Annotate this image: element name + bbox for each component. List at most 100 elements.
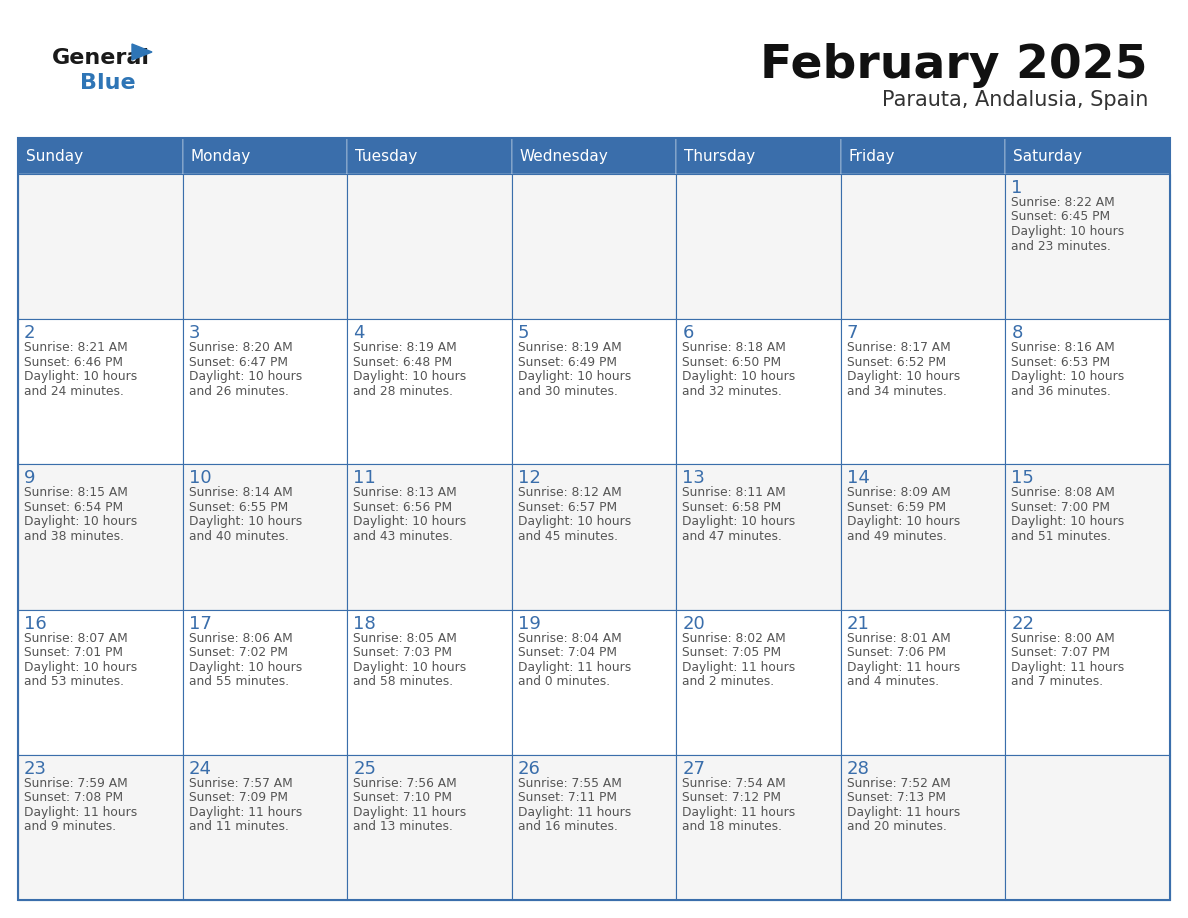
Text: Sunset: 6:47 PM: Sunset: 6:47 PM [189, 355, 287, 369]
Text: Sunrise: 8:19 AM: Sunrise: 8:19 AM [518, 341, 621, 354]
Text: Sunrise: 7:56 AM: Sunrise: 7:56 AM [353, 777, 457, 789]
Text: Sunrise: 8:08 AM: Sunrise: 8:08 AM [1011, 487, 1116, 499]
Text: and 36 minutes.: and 36 minutes. [1011, 385, 1111, 397]
Text: Sunrise: 8:07 AM: Sunrise: 8:07 AM [24, 632, 128, 644]
Text: and 28 minutes.: and 28 minutes. [353, 385, 453, 397]
Text: 8: 8 [1011, 324, 1023, 342]
Text: and 20 minutes.: and 20 minutes. [847, 821, 947, 834]
Text: Daylight: 10 hours: Daylight: 10 hours [189, 370, 302, 383]
Text: Daylight: 11 hours: Daylight: 11 hours [24, 806, 138, 819]
Bar [347, 174, 512, 319]
Bar [512, 174, 676, 319]
Bar [676, 610, 841, 755]
Text: Sunrise: 8:12 AM: Sunrise: 8:12 AM [518, 487, 621, 499]
Text: 13: 13 [682, 469, 706, 487]
Bar [18, 610, 183, 755]
Text: Sunrise: 8:04 AM: Sunrise: 8:04 AM [518, 632, 621, 644]
Polygon shape [132, 44, 152, 60]
Text: Daylight: 10 hours: Daylight: 10 hours [682, 515, 796, 529]
Text: 2: 2 [24, 324, 36, 342]
Text: and 51 minutes.: and 51 minutes. [1011, 530, 1112, 543]
Bar [512, 610, 676, 755]
Text: and 7 minutes.: and 7 minutes. [1011, 675, 1104, 688]
Text: Daylight: 10 hours: Daylight: 10 hours [1011, 225, 1125, 238]
Text: and 9 minutes.: and 9 minutes. [24, 821, 116, 834]
Bar [18, 138, 1170, 900]
Text: 7: 7 [847, 324, 859, 342]
Text: and 30 minutes.: and 30 minutes. [518, 385, 618, 397]
Text: Sunrise: 8:20 AM: Sunrise: 8:20 AM [189, 341, 292, 354]
Bar [18, 319, 183, 465]
Text: Sunset: 7:07 PM: Sunset: 7:07 PM [1011, 646, 1111, 659]
Text: Sunset: 6:54 PM: Sunset: 6:54 PM [24, 501, 124, 514]
Text: 27: 27 [682, 760, 706, 778]
Text: and 26 minutes.: and 26 minutes. [189, 385, 289, 397]
Text: 14: 14 [847, 469, 870, 487]
Text: Monday: Monday [190, 149, 251, 163]
Text: Sunrise: 8:16 AM: Sunrise: 8:16 AM [1011, 341, 1116, 354]
Text: Sunset: 6:55 PM: Sunset: 6:55 PM [189, 501, 287, 514]
Text: Wednesday: Wednesday [519, 149, 608, 163]
Bar [676, 138, 841, 174]
Text: and 43 minutes.: and 43 minutes. [353, 530, 453, 543]
Text: Sunrise: 8:09 AM: Sunrise: 8:09 AM [847, 487, 950, 499]
Text: 10: 10 [189, 469, 211, 487]
Text: Daylight: 11 hours: Daylight: 11 hours [518, 806, 631, 819]
Text: Sunset: 6:56 PM: Sunset: 6:56 PM [353, 501, 453, 514]
Text: Daylight: 10 hours: Daylight: 10 hours [1011, 515, 1125, 529]
Text: Tuesday: Tuesday [355, 149, 417, 163]
Bar [18, 138, 183, 174]
Text: Sunset: 7:11 PM: Sunset: 7:11 PM [518, 791, 617, 804]
Text: Sunrise: 8:15 AM: Sunrise: 8:15 AM [24, 487, 128, 499]
Text: and 24 minutes.: and 24 minutes. [24, 385, 124, 397]
Text: 19: 19 [518, 614, 541, 633]
Text: Daylight: 10 hours: Daylight: 10 hours [24, 370, 138, 383]
Text: Sunset: 6:50 PM: Sunset: 6:50 PM [682, 355, 782, 369]
Text: Daylight: 11 hours: Daylight: 11 hours [847, 661, 960, 674]
Bar [841, 174, 1005, 319]
Text: and 49 minutes.: and 49 minutes. [847, 530, 947, 543]
Text: and 58 minutes.: and 58 minutes. [353, 675, 454, 688]
Bar [512, 465, 676, 610]
Text: and 34 minutes.: and 34 minutes. [847, 385, 947, 397]
Text: and 11 minutes.: and 11 minutes. [189, 821, 289, 834]
Text: Sunset: 6:59 PM: Sunset: 6:59 PM [847, 501, 946, 514]
Bar [841, 319, 1005, 465]
Text: Sunrise: 8:19 AM: Sunrise: 8:19 AM [353, 341, 457, 354]
Bar [512, 755, 676, 900]
Bar [347, 319, 512, 465]
Text: Sunset: 7:09 PM: Sunset: 7:09 PM [189, 791, 287, 804]
Text: Sunset: 6:57 PM: Sunset: 6:57 PM [518, 501, 617, 514]
Text: 11: 11 [353, 469, 375, 487]
Text: Sunrise: 7:57 AM: Sunrise: 7:57 AM [189, 777, 292, 789]
Bar [841, 465, 1005, 610]
Bar [347, 138, 512, 174]
Text: Sunset: 7:06 PM: Sunset: 7:06 PM [847, 646, 946, 659]
Text: 20: 20 [682, 614, 704, 633]
Text: Sunrise: 8:14 AM: Sunrise: 8:14 AM [189, 487, 292, 499]
Text: 17: 17 [189, 614, 211, 633]
Text: 12: 12 [518, 469, 541, 487]
Text: Sunrise: 8:17 AM: Sunrise: 8:17 AM [847, 341, 950, 354]
Text: Sunset: 6:48 PM: Sunset: 6:48 PM [353, 355, 453, 369]
Bar [1005, 465, 1170, 610]
Text: Sunset: 7:05 PM: Sunset: 7:05 PM [682, 646, 782, 659]
Text: Daylight: 11 hours: Daylight: 11 hours [353, 806, 467, 819]
Text: Sunrise: 7:52 AM: Sunrise: 7:52 AM [847, 777, 950, 789]
Text: 6: 6 [682, 324, 694, 342]
Text: Sunrise: 8:22 AM: Sunrise: 8:22 AM [1011, 196, 1116, 209]
Text: Daylight: 10 hours: Daylight: 10 hours [847, 515, 960, 529]
Text: and 55 minutes.: and 55 minutes. [189, 675, 289, 688]
Text: Sunset: 6:46 PM: Sunset: 6:46 PM [24, 355, 124, 369]
Bar [183, 138, 347, 174]
Text: and 38 minutes.: and 38 minutes. [24, 530, 124, 543]
Text: Sunset: 6:53 PM: Sunset: 6:53 PM [1011, 355, 1111, 369]
Text: Daylight: 11 hours: Daylight: 11 hours [682, 661, 796, 674]
Text: Sunrise: 8:00 AM: Sunrise: 8:00 AM [1011, 632, 1116, 644]
Text: Sunrise: 7:55 AM: Sunrise: 7:55 AM [518, 777, 621, 789]
Bar [512, 319, 676, 465]
Text: and 2 minutes.: and 2 minutes. [682, 675, 775, 688]
Text: Sunset: 7:04 PM: Sunset: 7:04 PM [518, 646, 617, 659]
Text: Sunset: 6:49 PM: Sunset: 6:49 PM [518, 355, 617, 369]
Text: 25: 25 [353, 760, 377, 778]
